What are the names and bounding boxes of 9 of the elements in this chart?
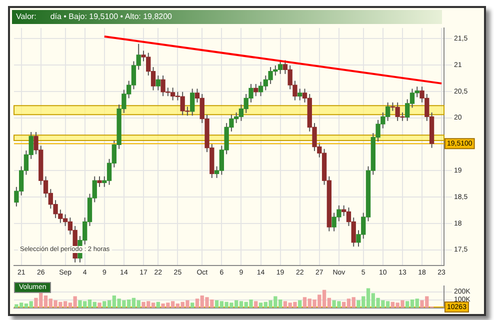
chart-title: Valor:	[16, 12, 36, 21]
candlestick	[190, 88, 195, 116]
candlestick	[156, 75, 160, 91]
bar	[98, 302, 102, 308]
candlestick	[97, 176, 102, 188]
bar	[254, 301, 258, 308]
candlestick	[298, 88, 302, 101]
bar	[190, 302, 194, 308]
chart-subtitle: día • Bajo: 19,5100 • Alto: 19,8200	[50, 12, 172, 21]
